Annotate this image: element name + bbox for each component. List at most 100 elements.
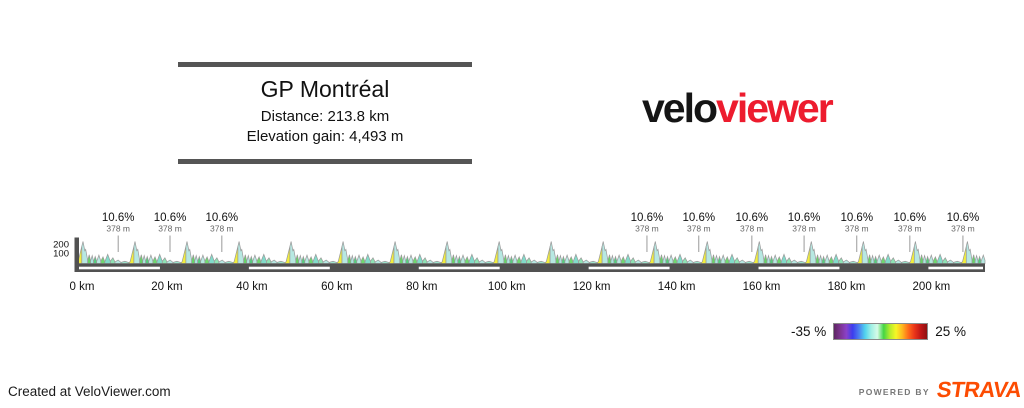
profile-segment (549, 241, 557, 264)
distance-label: Distance: 213.8 km (260, 108, 390, 125)
profile-segment (218, 259, 226, 264)
profile-segment (613, 255, 618, 264)
profile-segment (564, 254, 570, 264)
veloviewer-logo-viewer: viewer (716, 85, 834, 131)
profile-segment (468, 253, 475, 264)
profile-segment (763, 254, 768, 264)
profile-segment (828, 256, 834, 264)
profile-segment (204, 256, 210, 264)
profile-segment (766, 254, 771, 264)
profile-segment (757, 241, 765, 264)
profile-segment (648, 246, 655, 264)
profile-segment (578, 257, 584, 264)
profile-segment (506, 254, 511, 264)
x-tick-label: 60 km (321, 281, 352, 293)
profile-segment (659, 254, 664, 264)
profile-segment (364, 253, 371, 264)
climb-length-label: 378 m (845, 224, 869, 234)
profile-segment (139, 254, 144, 264)
climb-gradient-label: 10.6% (631, 212, 664, 224)
profile-segment (932, 256, 938, 264)
title-block: GP Montréal Distance: 213.8 km Elevation… (178, 62, 472, 164)
profile-segment (692, 260, 702, 264)
profile-segment (256, 256, 262, 264)
profile-segment (526, 257, 532, 264)
profile-segment (402, 254, 407, 264)
profile-segment (185, 241, 193, 264)
profile-segment (601, 241, 609, 264)
legend-max-label: 25 % (935, 324, 967, 339)
profile-segment (142, 254, 147, 264)
profile-segment (246, 254, 251, 264)
profile-segment (104, 253, 111, 264)
profile-segment (818, 254, 823, 264)
profile-segment (474, 257, 480, 264)
profile-segment (620, 256, 626, 264)
profile-segment (947, 259, 954, 264)
climb-gradient-label: 10.6% (736, 212, 769, 224)
profile-segment (347, 254, 352, 264)
profile-segment (93, 255, 98, 264)
profile-segment (588, 260, 598, 264)
profile-segment (980, 254, 986, 264)
profile-segment (728, 253, 735, 264)
page-title: GP Montréal (260, 76, 390, 102)
profile-segment (341, 241, 349, 264)
profile-segment (714, 254, 719, 264)
y-axis-spine (74, 237, 79, 272)
profile-segment (516, 256, 522, 264)
profile-segment (426, 259, 434, 264)
profile-segment (965, 241, 973, 264)
profile-segment (350, 254, 355, 264)
profile-segment (114, 259, 122, 264)
elevation-profile-chart: 200 100 0 km 20 km 40 km 60 km 80 km 100 km 120 … (0, 200, 1024, 305)
profile-segment (270, 259, 278, 264)
profile-segment (374, 259, 382, 264)
x-tick-label: 160 km (743, 281, 781, 293)
profile-segment (312, 253, 319, 264)
profile-segment (838, 257, 844, 264)
profile-segment (370, 257, 376, 264)
profile-segment (451, 254, 456, 264)
profile-segment (266, 257, 272, 264)
profile-segment (81, 241, 89, 264)
profile-segment (96, 254, 102, 264)
profile-segment (884, 253, 892, 264)
profile-segment (700, 246, 707, 264)
profile-segment (284, 246, 291, 264)
scale-stripe (418, 266, 500, 270)
profile-segment (769, 255, 774, 264)
profile-segment (252, 254, 258, 264)
profile-segment (610, 254, 615, 264)
profile-segment (870, 254, 875, 264)
profile-segment (900, 260, 910, 264)
profile-segment (776, 256, 782, 264)
climb-gradient-label: 10.6% (840, 212, 873, 224)
profile-segment (328, 260, 338, 264)
x-tick-label: 40 km (236, 281, 267, 293)
profile-segment (304, 254, 310, 264)
profile-segment (821, 255, 826, 264)
profile-segment (925, 255, 930, 264)
profile-segment (977, 255, 982, 264)
profile-segment (156, 253, 163, 264)
profile-segment (876, 254, 882, 264)
profile-segment (213, 257, 220, 264)
profile-segment (922, 254, 927, 264)
profile-segment (572, 253, 579, 264)
profile-segment (919, 254, 924, 264)
profile-segment (682, 257, 688, 264)
profile-segment (971, 254, 976, 264)
profile-segment (492, 246, 499, 264)
profile-segment (360, 256, 366, 264)
climb-gradient-label: 10.6% (102, 212, 135, 224)
profile-segment (536, 260, 546, 264)
profile-segment (422, 257, 428, 264)
profile-segment (815, 254, 820, 264)
profile-segment (166, 259, 174, 264)
profile-segment (100, 256, 106, 264)
profile-segment (953, 260, 962, 264)
profile-segment (457, 255, 462, 264)
profile-segment (744, 260, 754, 264)
x-tick-label: 0 km (70, 281, 95, 293)
